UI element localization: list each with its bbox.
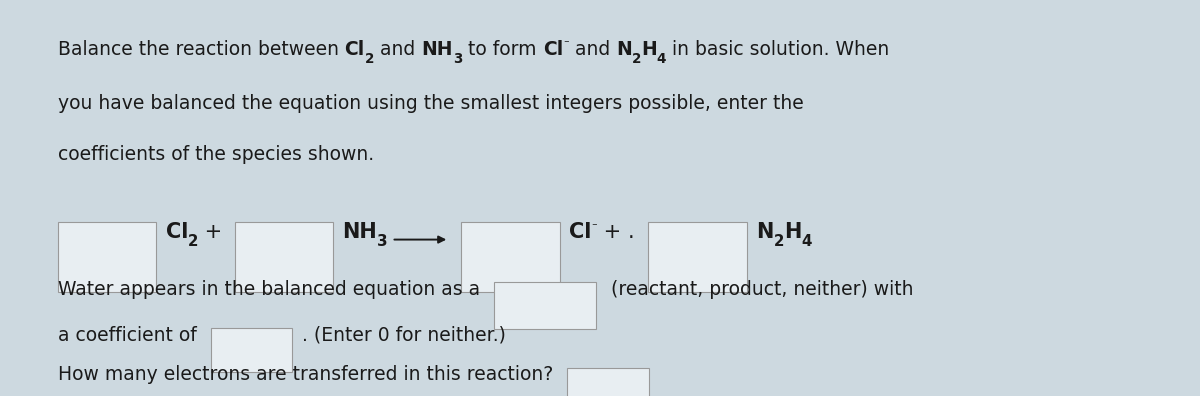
Bar [58, 222, 156, 291]
Text: ⁻: ⁻ [592, 222, 598, 232]
Text: (reactant, product, neither) with: (reactant, product, neither) with [611, 280, 913, 299]
Text: How many electrons are transferred in this reaction?: How many electrons are transferred in th… [58, 365, 553, 384]
Text: Cl: Cl [569, 222, 592, 242]
Text: 4: 4 [802, 234, 812, 249]
Bar [211, 328, 293, 372]
Text: to form: to form [462, 40, 542, 59]
Text: 3: 3 [377, 234, 388, 249]
Text: +: + [198, 222, 223, 242]
Text: coefficients of the species shown.: coefficients of the species shown. [58, 145, 373, 164]
Text: Balance the reaction between: Balance the reaction between [58, 40, 344, 59]
Text: Cl: Cl [542, 40, 563, 59]
Text: in basic solution. When: in basic solution. When [666, 40, 889, 59]
Text: +: + [598, 222, 622, 242]
Text: NH: NH [421, 40, 452, 59]
Text: you have balanced the equation using the smallest integers possible, enter the: you have balanced the equation using the… [58, 94, 803, 113]
Text: and: and [569, 40, 616, 59]
Text: 2: 2 [631, 52, 641, 67]
Text: H: H [785, 222, 802, 242]
Bar [235, 222, 334, 291]
Text: 2: 2 [188, 234, 198, 249]
Bar [568, 368, 649, 396]
Bar [494, 282, 596, 329]
Text: Water appears in the balanced equation as a: Water appears in the balanced equation a… [58, 280, 480, 299]
Text: 3: 3 [452, 52, 462, 67]
Text: Cl: Cl [166, 222, 188, 242]
Text: a coefficient of: a coefficient of [58, 326, 197, 345]
Bar [461, 222, 559, 291]
Bar [648, 222, 746, 291]
Text: H: H [641, 40, 656, 59]
Text: N: N [616, 40, 631, 59]
Text: NH: NH [343, 222, 377, 242]
Text: 2: 2 [774, 234, 785, 249]
Text: Cl: Cl [344, 40, 365, 59]
Text: N: N [756, 222, 774, 242]
Text: 4: 4 [656, 52, 666, 67]
Text: and: and [374, 40, 421, 59]
Text: . (Enter 0 for neither.): . (Enter 0 for neither.) [302, 326, 506, 345]
Text: .: . [628, 222, 634, 242]
Text: ⁻: ⁻ [563, 39, 569, 49]
Text: 2: 2 [365, 52, 374, 67]
